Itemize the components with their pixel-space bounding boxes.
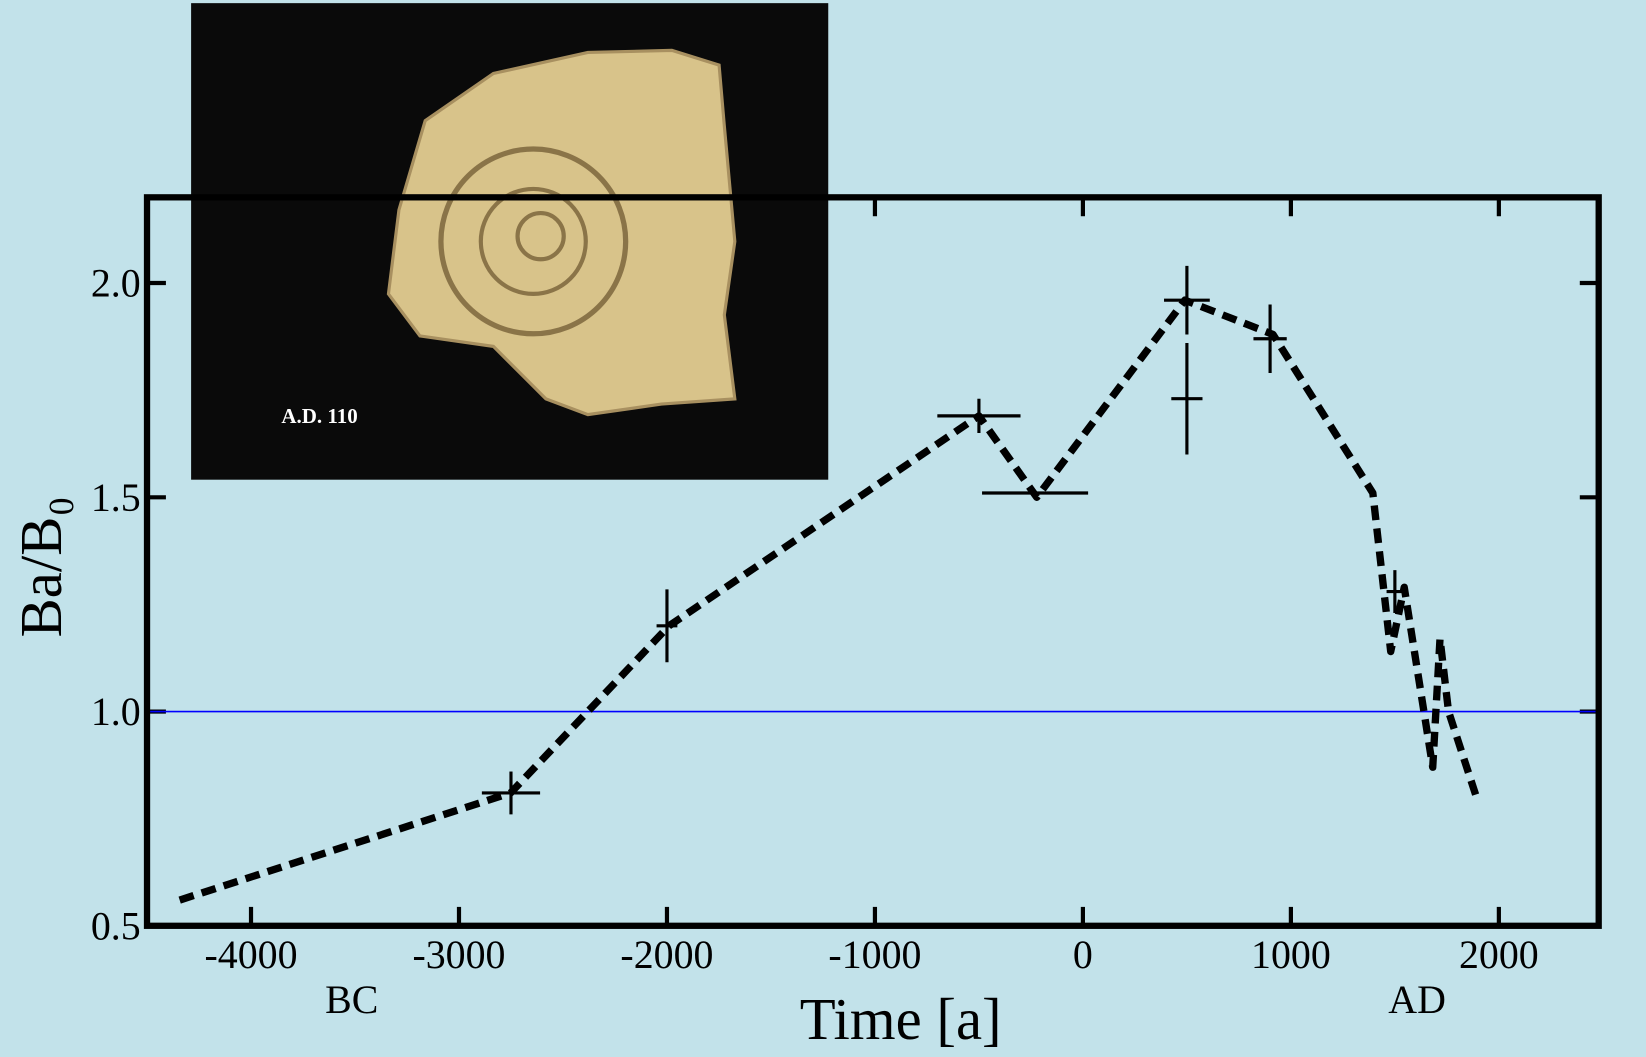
x-tick-label: 0	[1073, 932, 1093, 977]
stamp-center	[515, 210, 566, 262]
inset-label: A.D. 110	[281, 404, 357, 428]
x-tick-label: 2000	[1459, 932, 1539, 977]
x-tick-label: -3000	[412, 932, 505, 977]
x-tick-label: -4000	[204, 932, 297, 977]
y-tick-label: 0.5	[91, 903, 141, 948]
y-tick-label: 1.0	[91, 689, 141, 734]
y-axis-title: Ba/B₀	[9, 496, 74, 637]
bc-note: BC	[325, 977, 378, 1022]
y-tick-label: 1.5	[91, 475, 141, 520]
ad-note: AD	[1388, 977, 1446, 1022]
data-line	[178, 296, 1482, 904]
stamp-ring	[438, 146, 629, 337]
stamp-ring	[478, 186, 588, 297]
x-axis-title: Time [a]	[800, 987, 1002, 1052]
plot-frame	[143, 194, 1602, 929]
x-tick-label: -2000	[620, 932, 713, 977]
inset-photo: A.D. 110	[191, 3, 829, 480]
y-tick-label: 2.0	[91, 261, 141, 306]
x-tick-label: -1000	[828, 932, 921, 977]
x-tick-label: 1000	[1251, 932, 1331, 977]
